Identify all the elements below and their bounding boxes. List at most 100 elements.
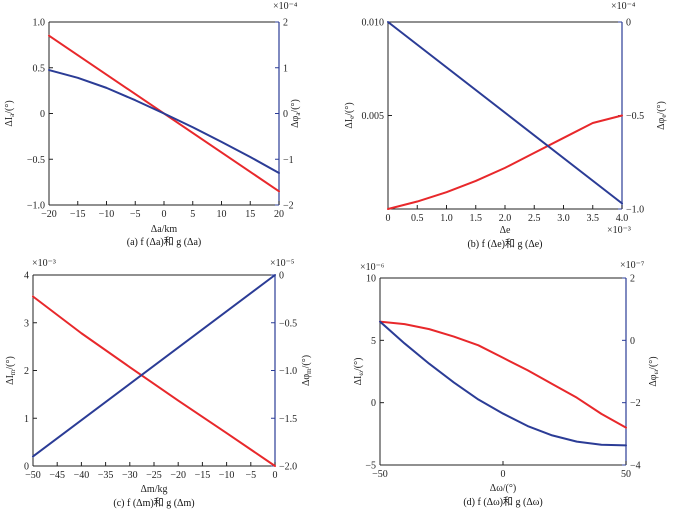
x-tick-label: 2.5 (528, 213, 541, 224)
subplot-caption: (c) f (Δm)和 g (Δm) (113, 497, 194, 509)
y-left-tick-label: 4 (24, 271, 29, 282)
subplot-caption: (b) f (Δe)和 g (Δe) (467, 238, 542, 250)
x-tick-label: 50 (621, 469, 631, 480)
series-g-line (48, 69, 280, 174)
y-right-tick-label: −1.0 (626, 205, 644, 216)
y-left-label: ΔIe/(°) (344, 102, 356, 128)
x-axis-label: Δm/kg (141, 484, 168, 495)
x-tick-label: 4.0 (616, 213, 629, 224)
y-right-tick-label: −2 (283, 201, 294, 212)
y-right-tick-label: −2.0 (279, 462, 297, 473)
x-tick-label: −10 (99, 209, 115, 220)
x-tick-label: −20 (41, 209, 57, 220)
y-left-tick-label: 5 (371, 336, 376, 347)
y-right-tick-label: 2 (283, 18, 288, 29)
x-tick-label: −50 (372, 469, 388, 480)
x-tick-label: −20 (170, 470, 186, 481)
y-left-tick-label: 0.010 (362, 18, 385, 29)
y-right-tick-label: −4 (630, 461, 641, 472)
y-right-label: Δφa/(°) (290, 99, 302, 128)
y-right-tick-label: −1.0 (279, 366, 297, 377)
y-left-label: ΔIm/(°) (5, 356, 17, 385)
right-axis-scale: ×10⁻⁷ (620, 260, 645, 271)
y-right-tick-label: 1 (283, 63, 288, 74)
y-left-tick-label: 0 (24, 462, 29, 473)
series-g-line (387, 21, 623, 205)
series-f-line (379, 320, 627, 429)
x-tick-label: −5 (245, 470, 256, 481)
x-tick-label: −30 (122, 470, 138, 481)
y-left-tick-label: −5 (365, 461, 376, 472)
x-tick-label: 0 (273, 470, 278, 481)
subplot-caption: (a) f (Δa)和 g (Δa) (127, 236, 202, 248)
x-tick-label: 1.0 (440, 213, 453, 224)
y-right-tick-label: 2 (630, 274, 635, 285)
y-left-label: ΔIω/(°) (353, 358, 365, 386)
y-left-tick-label: −1.0 (27, 201, 45, 212)
y-right-label: Δφe/(°) (656, 101, 668, 130)
series-f-line (32, 295, 276, 467)
left-axis-scale: ×10⁻⁶ (360, 262, 385, 273)
x-tick-label: 3.5 (587, 213, 600, 224)
subplot-d: −50 0 50−50510−4−202×10⁻⁷×10⁻⁶ΔIω/(°)Δφω/(… (353, 260, 660, 508)
x-tick-label: 1.5 (470, 213, 483, 224)
x-axis-label: Δa/km (151, 224, 178, 235)
series-f-line (387, 114, 623, 210)
x-tick-label: 2.0 (499, 213, 512, 224)
x-tick-label: 0 (386, 213, 391, 224)
y-right-tick-label: −2 (630, 398, 641, 409)
x-axis-label: Δe (500, 225, 511, 236)
right-axis-scale: ×10⁻⁵ (270, 258, 294, 269)
y-left-tick-label: 0.5 (33, 63, 46, 74)
y-right-tick-label: −1 (283, 155, 294, 166)
x-tick-label: −35 (98, 470, 114, 481)
subplot-caption: (d) f (Δω)和 g (Δω) (463, 496, 542, 508)
subplot-c: −50 −45 −40 −35 −30 −25 −20 −15 −10 −5 001234−2.0−… (5, 258, 313, 509)
x-tick-label: 0 (162, 209, 167, 220)
y-right-tick-label: 0 (626, 18, 631, 29)
y-right-tick-label: 0 (283, 109, 288, 120)
x-tick-label: 0 (501, 469, 506, 480)
y-left-tick-label: 10 (366, 274, 376, 285)
x-tick-label: −40 (74, 470, 90, 481)
series-g-line (32, 274, 276, 458)
y-right-tick-label: 0 (279, 271, 284, 282)
y-right-tick-label: −1.5 (279, 414, 297, 425)
x-tick-label: −25 (146, 470, 162, 481)
x-tick-label: 15 (245, 209, 255, 220)
y-left-tick-label: 0 (371, 398, 376, 409)
y-right-tick-label: 0 (630, 336, 635, 347)
left-axis-scale: ×10⁻³ (32, 258, 56, 269)
right-axis-scale: ×10⁻⁴ (273, 1, 298, 12)
y-right-tick-label: −0.5 (279, 318, 297, 329)
x-tick-label: −10 (219, 470, 235, 481)
y-right-label: Δφm/(°) (301, 355, 313, 386)
x-tick-label: 5 (190, 209, 195, 220)
x-tick-label: −45 (49, 470, 65, 481)
x-axis-label: Δω/(°) (490, 483, 516, 494)
x-tick-label: 3.0 (557, 213, 570, 224)
y-left-tick-label: −0.5 (27, 155, 45, 166)
y-left-tick-label: 1.0 (33, 18, 46, 29)
y-left-tick-label: 2 (24, 366, 29, 377)
right-axis-scale: ×10⁻⁴ (611, 1, 636, 12)
x-tick-label: −50 (25, 470, 41, 481)
series-g-line (379, 320, 627, 447)
x-tick-label: 20 (274, 209, 284, 220)
x-tick-label: 10 (217, 209, 227, 220)
x-tick-label: −5 (130, 209, 141, 220)
x-axis-scale: ×10⁻³ (607, 225, 631, 236)
y-right-tick-label: −0.5 (626, 111, 644, 122)
subplot-a: −20 −15 −10 −5 0 5 10 15 20−1.0−0.500.51.0−2−101… (4, 1, 302, 248)
x-tick-label: −15 (70, 209, 86, 220)
y-left-tick-label: 0.005 (362, 111, 385, 122)
y-left-label: ΔIa/(°) (4, 100, 16, 126)
x-tick-label: −15 (195, 470, 211, 481)
x-tick-label: 0.5 (411, 213, 424, 224)
y-left-tick-label: 3 (24, 318, 29, 329)
subplot-b: 0 0.5 1.0 1.5 2.0 2.5 3.0 3.5 4.0 0.005 0.010 −1.0 −… (344, 1, 668, 250)
y-left-tick-label: 1 (24, 414, 29, 425)
y-right-label: Δφω/(°) (648, 356, 660, 386)
y-left-tick-label: 0 (40, 109, 45, 120)
